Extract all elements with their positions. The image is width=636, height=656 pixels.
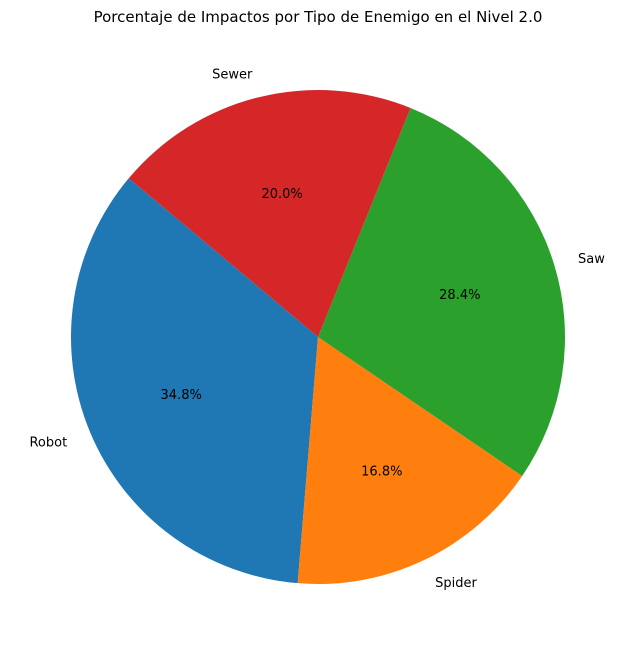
pie-slices — [71, 90, 565, 584]
slice-percent-saw: 28.4% — [439, 288, 480, 303]
pie-slice-saw — [318, 107, 565, 476]
pie-slice-robot — [71, 178, 318, 584]
slice-label-sewer: Sewer — [212, 67, 253, 82]
pie-labels: Robot 34.8% Spider 16.8% Saw 28.4% Sewer 20.0% — [29, 67, 605, 591]
slice-percent-sewer: 20.0% — [261, 187, 302, 202]
pie-slice-sewer — [128, 90, 411, 337]
chart-title: Porcentaje de Impactos por Tipo de Enemi… — [94, 8, 543, 26]
pie-slice-spider — [297, 337, 523, 584]
slice-label-robot: Robot — [29, 436, 67, 451]
slice-percent-robot: 34.8% — [161, 388, 202, 403]
slice-label-spider: Spider — [435, 576, 477, 591]
slice-label-saw: Saw — [578, 252, 605, 267]
slice-percent-spider: 16.8% — [361, 465, 402, 480]
